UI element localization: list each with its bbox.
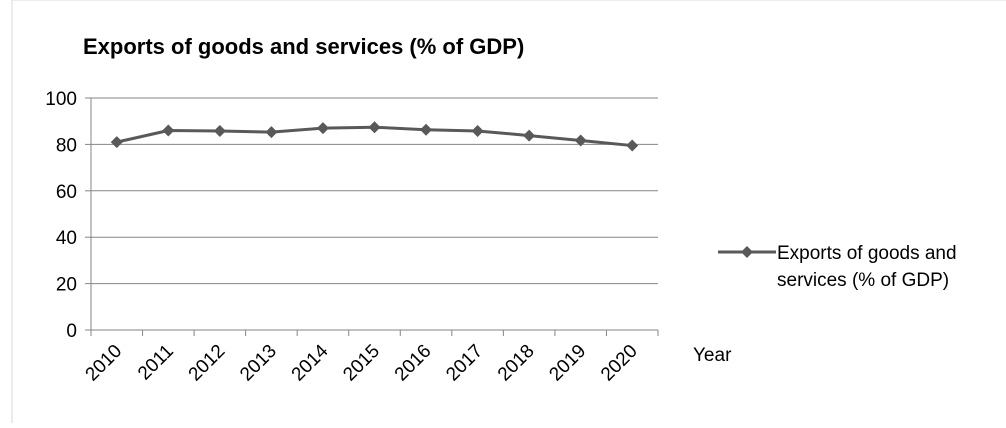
legend-label-line-1: Exports of goods and (777, 243, 957, 264)
legend-label-line-2: services (% of GDP) (777, 270, 949, 291)
data-point-marker[interactable] (110, 136, 123, 149)
y-tick-label: 0 (66, 321, 77, 342)
x-tick-label: 2011 (134, 341, 178, 385)
x-tick-label: 2017 (442, 341, 487, 386)
x-tick-label: 2014 (288, 340, 333, 385)
series-layer (110, 121, 639, 152)
data-point-marker[interactable] (574, 134, 587, 147)
legend-diamond-marker (741, 246, 753, 258)
y-tick-label: 80 (56, 135, 77, 156)
chart-border (11, 0, 1006, 423)
legend[interactable]: Exports of goods and services (% of GDP) (718, 243, 957, 291)
data-point-marker[interactable] (316, 122, 329, 135)
data-point-marker[interactable] (471, 124, 484, 137)
y-tick-label: 20 (56, 275, 77, 296)
y-tick-label: 40 (56, 228, 77, 249)
x-tick-label: 2010 (82, 341, 127, 386)
x-tick-label: 2018 (494, 341, 539, 386)
x-tick-label: 2012 (185, 341, 230, 386)
data-point-marker[interactable] (523, 129, 536, 142)
x-tick-label: 2019 (545, 341, 590, 386)
x-tick-label: 2016 (391, 341, 436, 386)
data-point-marker[interactable] (213, 124, 226, 137)
data-point-marker[interactable] (265, 126, 278, 139)
chart-title: Exports of goods and services (% of GDP) (83, 34, 524, 59)
gridlines (91, 97, 658, 285)
axes (85, 97, 659, 336)
y-tick-label: 100 (45, 89, 77, 110)
data-point-marker[interactable] (162, 124, 175, 137)
y-tick-labels: 0 20 40 60 80 100 (45, 89, 77, 342)
x-tick-label: 2015 (339, 341, 384, 386)
x-axis-label: Year (693, 345, 732, 366)
x-tick-label: 2013 (236, 341, 281, 386)
y-tick-label: 60 (56, 182, 77, 203)
data-point-marker[interactable] (368, 121, 381, 134)
x-tick-label: 2020 (597, 341, 642, 386)
data-point-marker[interactable] (626, 139, 639, 152)
data-point-marker[interactable] (420, 123, 433, 136)
x-tick-labels: 2010 2011 2012 2013 2014 2015 2016 2017 2018 2019… (82, 340, 642, 385)
